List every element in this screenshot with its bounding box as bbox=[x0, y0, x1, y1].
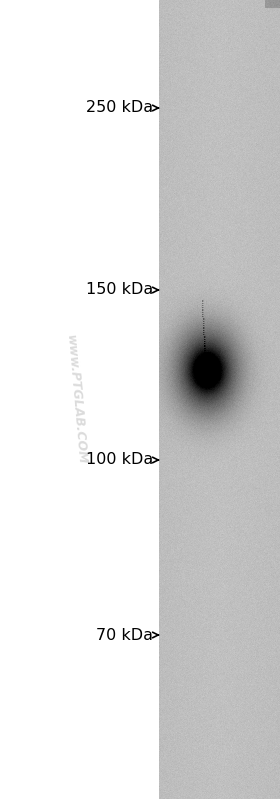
Text: 100 kDa: 100 kDa bbox=[86, 452, 153, 467]
Text: 150 kDa: 150 kDa bbox=[86, 283, 153, 297]
Text: 250 kDa: 250 kDa bbox=[86, 101, 153, 116]
Text: 70 kDa: 70 kDa bbox=[96, 627, 153, 642]
Text: www.PTGLAB.COM: www.PTGLAB.COM bbox=[64, 334, 88, 465]
